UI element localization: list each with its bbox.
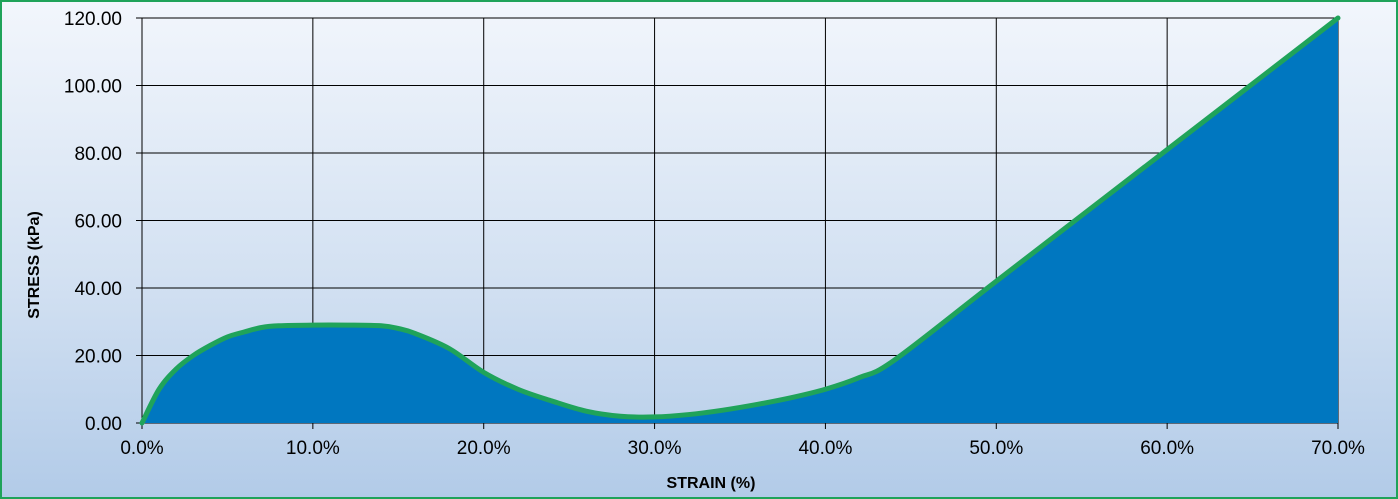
y-tick-label: 60.00 <box>74 212 122 233</box>
y-tick-label: 0.00 <box>85 414 122 435</box>
area-layer <box>142 18 1338 423</box>
x-tick-label: 10.0% <box>286 438 340 459</box>
x-tick-label: 50.0% <box>969 438 1023 459</box>
x-tick-label: 40.0% <box>798 438 852 459</box>
y-tick-label: 20.00 <box>74 347 122 368</box>
x-tick-label: 30.0% <box>628 438 682 459</box>
y-tick-label: 80.00 <box>74 144 122 165</box>
tick-layer: 0.0% 10.0% 20.0% 30.0% 40.0% 50.0% 60.0% 70.0% 0… <box>64 9 1365 459</box>
x-tick-label: 70.0% <box>1311 438 1365 459</box>
y-axis-title: STRESS (kPa) <box>26 211 43 319</box>
x-tick-label: 20.0% <box>457 438 511 459</box>
y-tick-label: 120.00 <box>64 9 122 30</box>
stress-series-line <box>139 15 1341 426</box>
x-tick-label: 0.0% <box>120 438 163 459</box>
x-tick-label: 60.0% <box>1140 438 1194 459</box>
y-tick-label: 100.00 <box>64 77 122 98</box>
y-tick-label: 40.00 <box>74 279 122 300</box>
x-axis-title: STRAIN (%) <box>667 475 756 492</box>
stress-area-fill <box>142 18 1338 423</box>
line-layer <box>139 15 1341 426</box>
